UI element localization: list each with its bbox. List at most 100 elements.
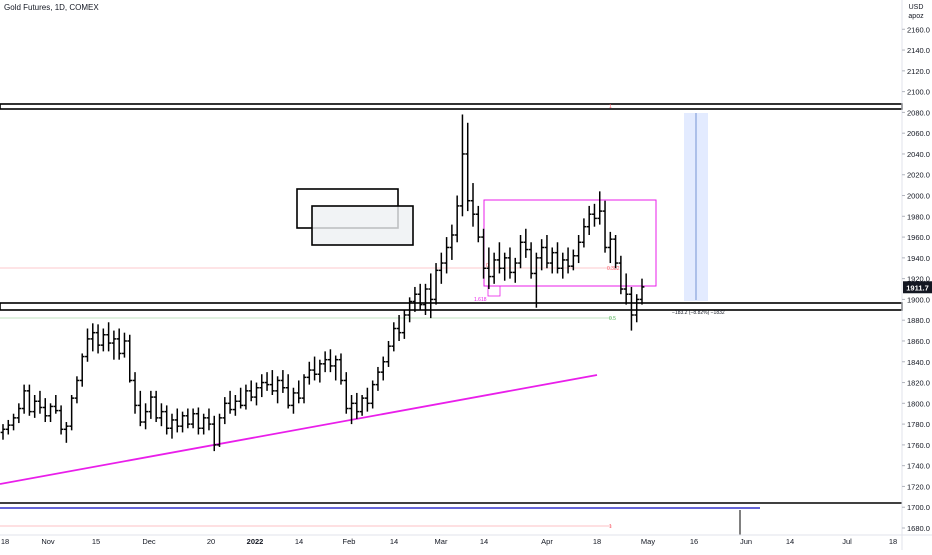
price-tick-label: 1980.0 — [907, 212, 930, 221]
ohlc-bar — [122, 332, 127, 358]
ohlc-bar — [370, 380, 376, 409]
ohlc-bar — [106, 322, 112, 352]
fib-level-label: 0 — [486, 263, 489, 269]
ohlc-bar — [116, 328, 122, 360]
ohlc-bar — [465, 122, 471, 212]
ohlc-bar — [349, 395, 354, 425]
current-price-label: 1911.7 — [906, 283, 929, 292]
price-tick-label: 2080.0 — [907, 108, 930, 117]
ohlc-bar — [32, 395, 38, 418]
ohlc-bar — [317, 359, 323, 383]
ohlc-bar — [254, 382, 259, 406]
ohlc-bar — [518, 235, 523, 269]
ohlc-bar — [359, 395, 365, 416]
ohlc-bar — [5, 419, 11, 435]
ohlc-bar — [417, 283, 423, 310]
price-tick-label: 2020.0 — [907, 171, 930, 180]
price-tick-label: 1720.0 — [907, 482, 930, 491]
currency-badge[interactable]: USD apoz — [904, 3, 928, 21]
ohlc-bar — [460, 114, 465, 217]
ohlc-bar — [544, 235, 550, 269]
price-tick-label: 2100.0 — [907, 88, 930, 97]
price-tick-label: 2060.0 — [907, 129, 930, 138]
ohlc-bar — [174, 408, 180, 433]
price-tick-label: 1680.0 — [907, 524, 930, 533]
time-tick-label: Jul — [842, 537, 852, 546]
ohlc-bar — [523, 228, 529, 258]
price-axis[interactable]: 1680.0 1700.0 1720.0 1740.0 1760.0 1780.0 1800… — [901, 0, 932, 550]
ohlc-bar — [201, 413, 207, 435]
ohlc-bar — [148, 390, 154, 419]
ohlc-bar — [322, 351, 328, 373]
ohlc-bar — [449, 224, 455, 260]
time-tick-label: 20 — [207, 537, 215, 546]
ohlc-bar — [555, 242, 560, 274]
price-tick-label: 1960.0 — [907, 233, 930, 242]
ohlc-bar — [180, 411, 185, 433]
ohlc-bar — [639, 278, 645, 305]
time-tick-label: 18 — [1, 537, 9, 546]
ohlc-bar — [206, 408, 212, 431]
ohlc-bar — [248, 380, 254, 402]
ohlc-bar — [364, 387, 370, 412]
ohlc-bar — [565, 247, 571, 274]
ohlc-bar — [95, 324, 101, 354]
price-tick-label: 1880.0 — [907, 316, 930, 325]
ohlc-bar — [190, 408, 196, 429]
ohlc-bar — [481, 228, 486, 279]
rectangle-drawing[interactable] — [311, 205, 414, 246]
ohlc-bar — [0, 424, 6, 440]
resistance-zone[interactable] — [0, 103, 903, 110]
ohlc-bar — [159, 403, 164, 427]
ohlc-bar — [423, 283, 428, 316]
price-tick-label: 1700.0 — [907, 503, 930, 512]
fib-level-label: 1 — [609, 524, 612, 530]
ohlc-bar — [275, 376, 281, 404]
ohlc-bar — [285, 374, 291, 409]
time-tick-label: Jun — [740, 537, 752, 546]
ohlc-bar — [475, 205, 481, 243]
symbol-title: Gold Futures, 1D, COMEX — [4, 3, 99, 12]
price-tick-label: 2000.0 — [907, 192, 930, 201]
time-axis[interactable]: 18 Nov 15 Dec 20 2022 14 Feb 14 Mar 14 Apr 18 May 16 Ju… — [0, 534, 932, 546]
time-tick-label: 15 — [92, 537, 100, 546]
ohlc-bar — [85, 328, 90, 362]
ohlc-bar — [570, 249, 576, 271]
ohlc-bar — [428, 273, 434, 319]
ohlc-bar — [16, 403, 22, 424]
ohlc-bar — [618, 255, 624, 295]
price-tick-label: 1860.0 — [907, 337, 930, 346]
ohlc-bar — [53, 395, 59, 414]
price-tick-label: 1740.0 — [907, 462, 930, 471]
current-price-badge[interactable] — [903, 281, 932, 294]
time-tick-label: 18 — [593, 537, 601, 546]
ohlc-bar — [127, 334, 133, 383]
ohlc-bar — [27, 384, 32, 416]
price-tick-label: 2120.0 — [907, 67, 930, 76]
ohlc-bar — [195, 407, 201, 435]
scale-mode-label: apoz — [908, 13, 924, 20]
ohlc-bar — [164, 405, 170, 435]
drawings[interactable]: 0 0.382 0.5 1 1.618 1 −183.2 (−8.82%) −1832 — [0, 103, 903, 535]
ohlc-bar — [438, 252, 444, 284]
ohlc-bar — [586, 205, 592, 236]
ohlc-bar — [259, 374, 265, 398]
time-tick-label: Apr — [541, 537, 553, 546]
ohlc-bar — [343, 372, 349, 414]
ohlc-bar — [11, 413, 16, 431]
ohlc-bar — [227, 390, 233, 414]
ohlc-bar — [539, 239, 545, 271]
ohlc-bar — [306, 361, 312, 385]
ohlc-bar — [354, 392, 360, 419]
ohlc-bar — [386, 340, 391, 367]
measure-label: −183.2 (−8.82%) −1832 — [672, 310, 725, 316]
ohlc-bar — [301, 374, 307, 404]
ohlc-bar — [63, 422, 69, 443]
time-tick-label: 18 — [889, 537, 897, 546]
support-zone[interactable] — [0, 302, 903, 311]
price-tick-label: 1840.0 — [907, 358, 930, 367]
trendline[interactable] — [0, 374, 598, 485]
ohlc-bar — [333, 355, 339, 381]
